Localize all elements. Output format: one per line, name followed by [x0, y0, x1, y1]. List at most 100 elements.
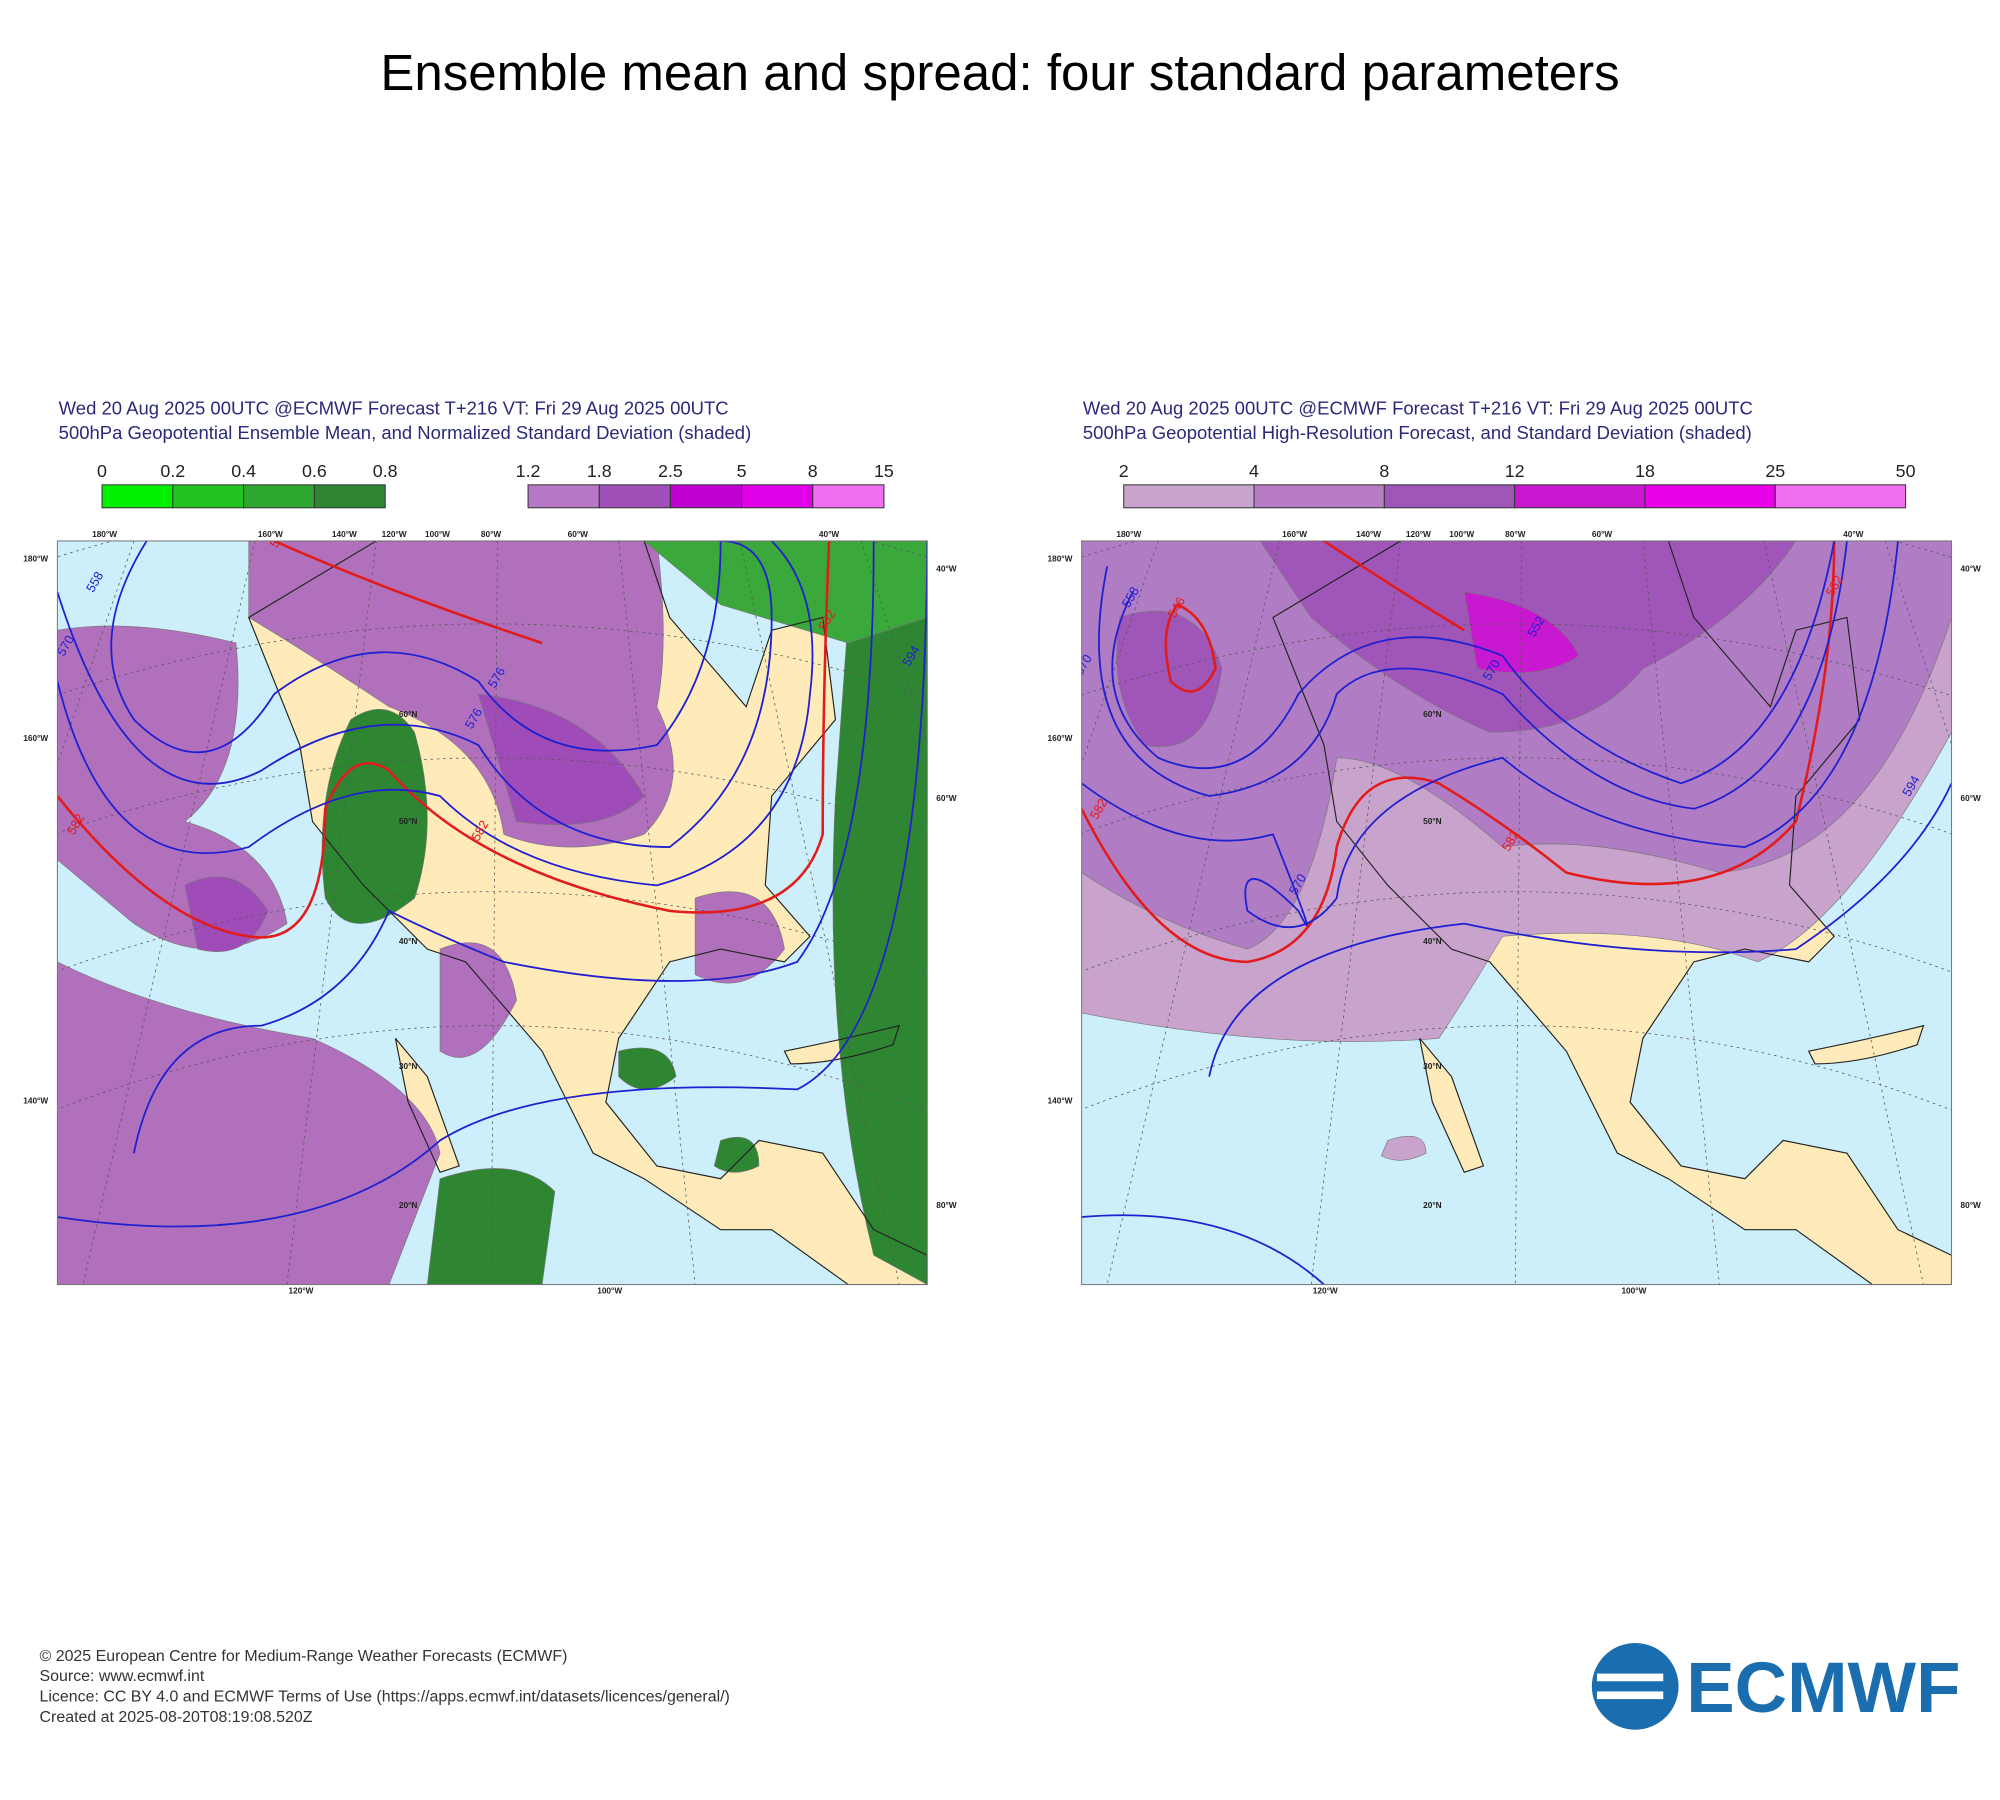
- footer-line: Licence: CC BY 4.0 and ECMWF Terms of Us…: [40, 1689, 730, 1706]
- graticule: [57, 891, 928, 973]
- page-title: Ensemble mean and spread: four standard …: [380, 44, 1619, 101]
- graticule: [739, 540, 900, 1285]
- lon-label: 160°W: [258, 529, 283, 539]
- lat-label: 60°N: [399, 709, 418, 719]
- graticule: [57, 1025, 928, 1111]
- shading: [439, 942, 517, 1058]
- colorbar-label: 2.5: [658, 461, 683, 481]
- colorbar-label: 1.8: [587, 461, 612, 481]
- shading: [184, 876, 269, 952]
- contour: [57, 540, 773, 848]
- colorbar-label: 1.2: [516, 461, 541, 481]
- lon-label: 180°W: [92, 529, 117, 539]
- lat-label: 40°N: [1423, 936, 1442, 946]
- contour: [1081, 1214, 1325, 1285]
- lon-label: 80°W: [481, 529, 502, 539]
- footer-line: Created at 2025-08-20T08:19:08.520Z: [40, 1709, 313, 1726]
- graticule: [1763, 540, 1924, 1285]
- contour: [57, 540, 814, 887]
- panel: Wed 20 Aug 2025 00UTC @ECMWF Forecast T+…: [23, 398, 957, 1296]
- lat-label: 20°N: [1423, 1200, 1442, 1210]
- colorbar-segment: [741, 484, 814, 509]
- lon-label: 140°W: [23, 1095, 48, 1105]
- colorbar-segment: [1383, 484, 1516, 509]
- panel-header: Wed 20 Aug 2025 00UTC @ECMWF Forecast T+…: [59, 398, 729, 419]
- colorbar-segment: [669, 484, 743, 509]
- lon-label: 120°W: [1406, 529, 1431, 539]
- graticule: [1081, 1025, 1952, 1111]
- colorbar-segment: [1514, 484, 1646, 509]
- shading: [713, 1136, 760, 1173]
- lon-label: 160°W: [23, 733, 48, 743]
- lat-label: 60°N: [1423, 709, 1442, 719]
- lon-label: 100°W: [425, 529, 450, 539]
- colorbar-label: 2: [1119, 461, 1129, 481]
- contour: [133, 540, 875, 1154]
- lat-label: 50°N: [399, 816, 418, 826]
- lon-label: 60°W: [1960, 793, 1981, 803]
- footer-line: Source: www.ecmwf.int: [40, 1668, 205, 1685]
- lon-label: 180°W: [1047, 553, 1072, 563]
- shading: [426, 1168, 556, 1285]
- footer: © 2025 European Centre for Medium-Range …: [40, 1648, 730, 1726]
- lon-label: 40°W: [1960, 564, 1981, 574]
- colorbar-label: 5: [737, 461, 747, 481]
- colorbar-segment: [101, 484, 174, 509]
- contour: [57, 540, 831, 939]
- lon-label: 160°W: [1282, 529, 1307, 539]
- logo-bar: [1596, 1673, 1664, 1682]
- shading: [321, 708, 428, 924]
- lat-label: 50°N: [1423, 816, 1442, 826]
- lon-label: 120°W: [382, 529, 407, 539]
- graticule: [1081, 757, 1952, 835]
- lon-label: 60°W: [936, 793, 957, 803]
- contour: [57, 540, 928, 1228]
- lon-label: 40°W: [936, 564, 957, 574]
- shading: [1380, 1135, 1427, 1161]
- lat-label: 20°N: [399, 1200, 418, 1210]
- contour: [1164, 603, 1217, 693]
- shading: [694, 891, 785, 984]
- contour: [1323, 540, 1465, 632]
- colorbar-segment: [243, 484, 315, 509]
- colorbar-label: 0.4: [231, 461, 256, 481]
- contour: [1081, 540, 1836, 964]
- contour: [1098, 540, 1848, 810]
- colorbar-label: 8: [808, 461, 818, 481]
- colorbar-segment: [1774, 484, 1907, 509]
- graticule: [490, 540, 498, 1285]
- lon-label: 160°W: [1047, 733, 1072, 743]
- colorbar-label: 0.8: [373, 461, 398, 481]
- logo-text: ECMWF: [1686, 1648, 1960, 1728]
- lon-label: 60°W: [568, 529, 589, 539]
- graticule: [1081, 891, 1952, 973]
- lon-label: 180°W: [1116, 529, 1141, 539]
- logo-mark: [1591, 1642, 1679, 1730]
- colorbar-label: 8: [1379, 461, 1389, 481]
- logo-bar: [1596, 1691, 1664, 1700]
- colorbar-label: 12: [1505, 461, 1525, 481]
- colorbar-label: 0: [97, 461, 107, 481]
- contour: [1208, 782, 1952, 1077]
- lon-label: 80°W: [1505, 529, 1526, 539]
- contour: [273, 540, 543, 645]
- colorbar-segment: [527, 484, 600, 509]
- lat-label: 40°N: [399, 936, 418, 946]
- lon-label: 40°W: [819, 529, 840, 539]
- lon-label: 140°W: [1356, 529, 1381, 539]
- colorbar-segment: [1253, 484, 1385, 509]
- lon-label: 140°W: [1047, 1095, 1072, 1105]
- colorbar-segment: [1123, 484, 1255, 509]
- colorbar-label: 18: [1635, 461, 1655, 481]
- colorbar-segment: [1644, 484, 1776, 509]
- colorbar-label: 0.2: [160, 461, 185, 481]
- lon-label: 100°W: [1449, 529, 1474, 539]
- panel: Wed 20 Aug 2025 00UTC @ECMWF Forecast T+…: [1047, 398, 1981, 1296]
- lon-label: 100°W: [1621, 1285, 1646, 1295]
- panel-header: 500hPa Geopotential Ensemble Mean, and N…: [59, 422, 752, 443]
- colorbar-segment: [812, 484, 885, 509]
